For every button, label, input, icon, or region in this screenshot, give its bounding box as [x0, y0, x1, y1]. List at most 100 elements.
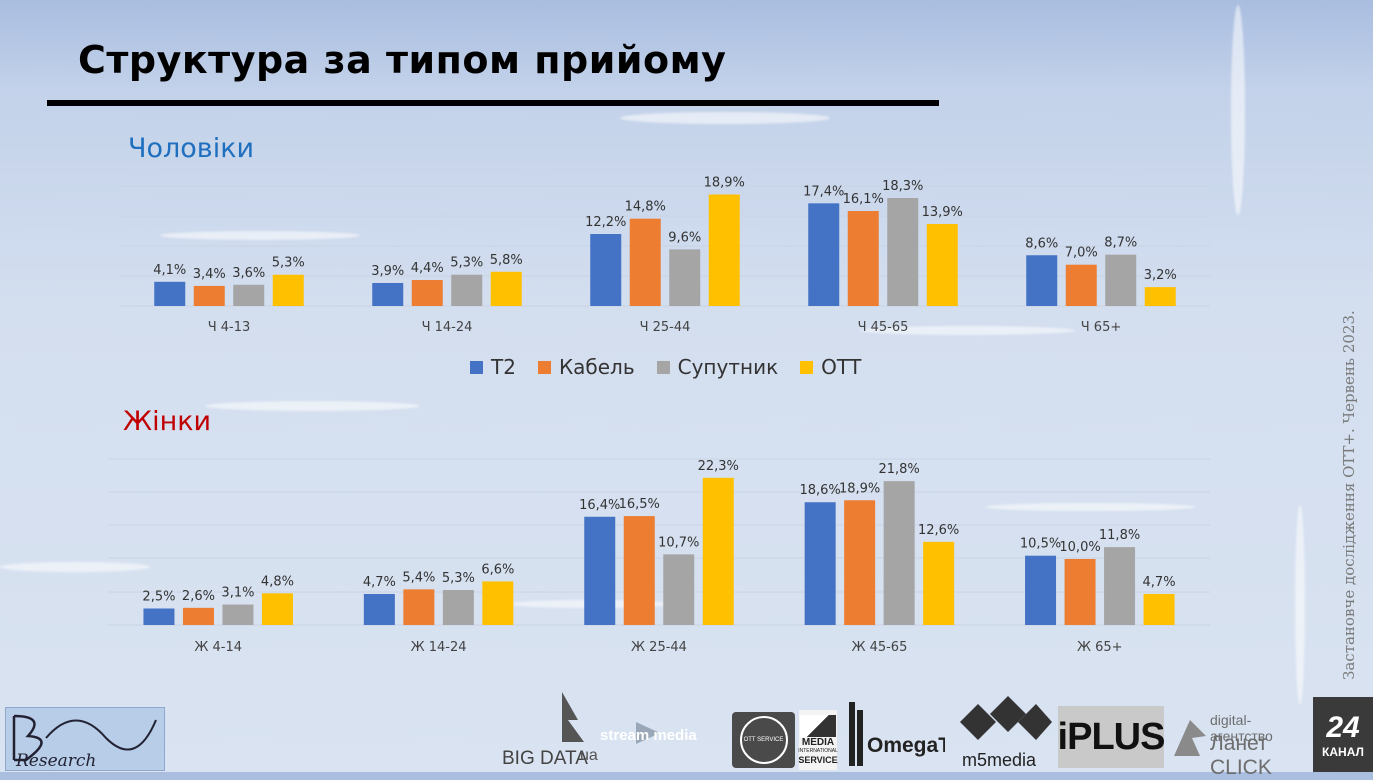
- men-bar-1-2: [629, 218, 661, 306]
- women-data-label: 10,7%: [658, 535, 699, 550]
- men-data-label: 16,1%: [843, 192, 884, 207]
- men-data-label: 7,0%: [1065, 246, 1098, 261]
- women-category-label: Ж 65+: [1077, 640, 1123, 655]
- legend-item-ott: ОТТ: [800, 355, 861, 379]
- women-data-label: 2,5%: [142, 590, 175, 605]
- women-bar-2-2: [663, 554, 695, 625]
- women-bar-1-0: [182, 607, 214, 625]
- iplus-logo: iPLUS: [1057, 706, 1166, 768]
- women-data-label: 10,0%: [1059, 540, 1100, 555]
- mis-logo-mark: [800, 714, 836, 737]
- women-data-label: 21,8%: [878, 462, 919, 477]
- m5media-logo-mark: m5media: [960, 696, 1052, 770]
- mis-logo-text-2: INTERNATIONAL: [798, 747, 838, 754]
- men-data-label: 5,8%: [490, 253, 523, 268]
- lanet-logo-mark: [1174, 720, 1206, 756]
- omegatv-logo: OmegaTV: [845, 700, 945, 770]
- women-bar-2-0: [222, 604, 254, 625]
- legend-item-satellite: Супутник: [656, 355, 779, 379]
- mis-logo: MEDIA INTERNATIONAL SERVICE: [798, 710, 838, 770]
- decor-streak: [620, 112, 830, 124]
- streammedia-logo-mark: stream media: [600, 722, 697, 744]
- legend-label-satellite: Супутник: [677, 355, 779, 379]
- men-data-label: 3,6%: [232, 266, 265, 281]
- women-data-label: 16,4%: [579, 498, 620, 513]
- men-category-label: Ч 65+: [1081, 320, 1121, 335]
- decor-streak: [160, 231, 360, 240]
- ottservice-logo: OTT SERVICE: [732, 712, 795, 768]
- iplus-logo-text: iPLUS: [1057, 715, 1166, 758]
- omegatv-logo-text: OmegaTV: [867, 734, 945, 757]
- lanet-logo: digital-агентство Ланет CLICK: [1168, 708, 1308, 779]
- women-data-label: 18,9%: [839, 481, 880, 496]
- men-bar-3-0: [272, 274, 304, 306]
- men-bar-2-3: [887, 198, 919, 306]
- women-bar-3-1: [482, 581, 514, 625]
- legend-label-t2: Т2: [491, 355, 516, 379]
- women-category-label: Ж 25-44: [631, 640, 687, 655]
- kanal24-logo-word: КАНАЛ: [1322, 744, 1364, 759]
- men-bar-1-4: [1065, 264, 1097, 306]
- legend-item-cable: Кабель: [537, 355, 635, 379]
- legend-label-ott: ОТТ: [821, 355, 862, 379]
- women-bar-3-2: [702, 477, 734, 625]
- men-data-label: 12,2%: [585, 215, 626, 230]
- men-bar-2-2: [669, 249, 701, 306]
- women-bar-0-3: [804, 502, 836, 625]
- women-category-label: Ж 45-65: [851, 640, 907, 655]
- women-data-label: 6,6%: [481, 562, 514, 577]
- men-data-label: 8,6%: [1025, 236, 1058, 251]
- streammedia-logo: stream media: [598, 718, 723, 748]
- women-chart-title: Жінки: [123, 406, 212, 437]
- legend-swatch-ott: [800, 360, 814, 374]
- men-bar-1-1: [411, 280, 443, 306]
- ottservice-logo-mark: OTT SERVICE: [739, 716, 788, 764]
- m5media-logo-text: m5media: [962, 750, 1037, 770]
- men-data-label: 4,1%: [153, 263, 186, 278]
- men-data-label: 14,8%: [625, 200, 666, 215]
- women-data-label: 4,8%: [261, 574, 294, 589]
- women-data-label: 4,7%: [1143, 575, 1176, 590]
- women-bar-1-3: [844, 500, 876, 625]
- men-category-label: Ч 14-24: [422, 320, 473, 335]
- legend-swatch-t2: [470, 360, 483, 374]
- legend-swatch-cable: [537, 360, 551, 374]
- kanal24-logo-number: 24: [1326, 710, 1360, 744]
- women-bar-1-2: [623, 516, 655, 625]
- men-data-label: 18,3%: [882, 179, 923, 194]
- men-category-label: Ч 45-65: [858, 320, 909, 335]
- men-bar-0-4: [1026, 255, 1058, 306]
- bigdata-logo-text: BIG DATA: [502, 748, 588, 769]
- men-data-label: 3,2%: [1144, 268, 1177, 283]
- men-bar-3-1: [490, 271, 522, 306]
- men-chart-title: Чоловіки: [128, 133, 255, 164]
- men-data-label: 3,4%: [193, 267, 226, 282]
- women-bar-1-1: [403, 589, 435, 625]
- men-bar-1-0: [193, 285, 225, 306]
- women-bar-2-4: [1104, 547, 1136, 625]
- legend-item-t2: Т2: [470, 355, 516, 379]
- mis-logo-text-3: SERVICE: [798, 754, 838, 765]
- bigdata-logo: BIG DATA ua: [500, 690, 598, 770]
- title-underline: [47, 100, 939, 106]
- lanet-logo-text-2: Ланет CLICK: [1210, 732, 1272, 779]
- research-logo-text: Research: [15, 751, 96, 770]
- legend-label-cable: Кабель: [558, 355, 635, 379]
- women-category-label: Ж 4-14: [194, 640, 242, 655]
- decor-streak: [0, 562, 150, 572]
- decor-streak: [205, 401, 420, 411]
- women-bar-0-0: [143, 608, 175, 625]
- chart-legend: Т2 Кабель Супутник ОТТ: [470, 355, 861, 379]
- m5media-logo: m5media: [950, 692, 1052, 770]
- kanal24-logo: 24 КАНАЛ: [1313, 697, 1373, 772]
- women-bar-0-4: [1025, 555, 1057, 625]
- men-data-label: 5,3%: [272, 256, 305, 271]
- bigdata-logo-mark: BIG DATA: [502, 692, 588, 769]
- women-bar-2-1: [442, 590, 474, 625]
- page-title: Структура за типом прийому: [78, 38, 727, 82]
- men-bar-3-3: [926, 223, 958, 306]
- decor-streak: [1231, 5, 1245, 215]
- bigdata-logo-suffix: ua: [580, 747, 598, 764]
- men-bar-0-0: [154, 281, 186, 306]
